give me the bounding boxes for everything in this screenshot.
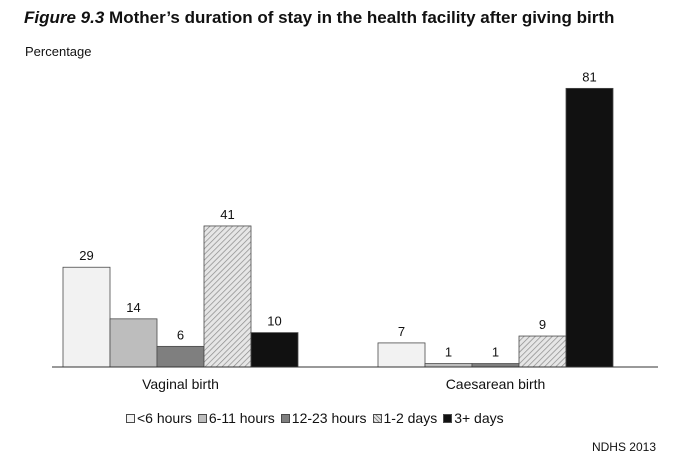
data-label-vaginal-birth-12-23-hours: 6 xyxy=(177,327,184,342)
category-label-vaginal-birth: Vaginal birth xyxy=(142,376,219,392)
legend-label-1-2-days: 1-2 days xyxy=(383,410,438,426)
data-label-vaginal-birth-6-hours: 29 xyxy=(79,248,93,263)
legend-swatch-3-days xyxy=(443,413,453,423)
legend-item-6-11-hours: 6-11 hours xyxy=(197,410,275,426)
data-label-caesarean-birth-3-days: 81 xyxy=(582,69,596,84)
data-label-vaginal-birth-6-11-hours: 14 xyxy=(126,300,140,315)
legend-item-6-hours: <6 hours xyxy=(126,410,192,426)
data-label-caesarean-birth-1-2-days: 9 xyxy=(539,317,546,332)
bar-vaginal-birth-6-hours xyxy=(62,266,111,368)
legend-swatch-12-23-hours xyxy=(280,413,290,423)
bar-caesarean-birth-6-hours xyxy=(377,342,426,368)
legend: <6 hours 6-11 hours 12-23 hours 1-2 days 3+ … xyxy=(126,410,510,426)
bar-vaginal-birth-3-days xyxy=(250,332,299,368)
legend-label-6-11-hours: 6-11 hours xyxy=(208,410,275,426)
category-labels-layer: Vaginal birth Caesarean birth xyxy=(142,376,545,392)
bar-vaginal-birth-1-2-days xyxy=(203,225,252,368)
legend-swatch-6-hours xyxy=(126,413,135,423)
category-label-caesarean-birth: Caesarean birth xyxy=(446,376,546,392)
data-label-vaginal-birth-1-2-days: 41 xyxy=(220,207,234,222)
chart-title-text: Mother’s duration of stay in the health … xyxy=(109,8,615,27)
legend-label-6-hours: <6 hours xyxy=(137,410,192,426)
source-note: NDHS 2013 xyxy=(591,440,656,454)
bar-caesarean-birth-6-11-hours xyxy=(424,363,473,368)
legend-label-3-days: 3+ days xyxy=(454,410,504,426)
bar-vaginal-birth-12-23-hours xyxy=(156,345,205,368)
y-axis-label: Percentage xyxy=(25,44,92,59)
data-labels-layer: 29 14 6 41 10 7 1 1 9 81 xyxy=(79,69,596,359)
bar-chart: 29 14 6 41 10 7 1 1 9 81 Vaginal birth Caesarean b… xyxy=(52,69,658,392)
chart-title: Figure 9.3 Mother’s duration of stay in … xyxy=(24,8,614,28)
figure-label: Figure 9.3 xyxy=(24,8,105,27)
data-label-caesarean-birth-6-11-hours: 1 xyxy=(445,345,452,360)
bar-caesarean-birth-3-days xyxy=(565,87,614,368)
legend-item-12-23-hours: 12-23 hours xyxy=(280,410,367,426)
data-label-caesarean-birth-12-23-hours: 1 xyxy=(492,345,499,360)
data-label-caesarean-birth-6-hours: 7 xyxy=(398,324,405,339)
legend-item-1-2-days: 1-2 days xyxy=(372,410,438,426)
legend-label-12-23-hours: 12-23 hours xyxy=(291,410,367,426)
bar-vaginal-birth-6-11-hours xyxy=(109,318,158,368)
legend-swatch-6-11-hours xyxy=(197,413,207,423)
bars-layer xyxy=(62,87,614,368)
data-label-vaginal-birth-3-days: 10 xyxy=(267,314,281,329)
legend-item-3-days: 3+ days xyxy=(443,410,504,426)
bar-caesarean-birth-1-2-days xyxy=(518,335,567,368)
bar-caesarean-birth-12-23-hours xyxy=(471,363,520,368)
legend-swatch-1-2-days xyxy=(372,413,382,423)
